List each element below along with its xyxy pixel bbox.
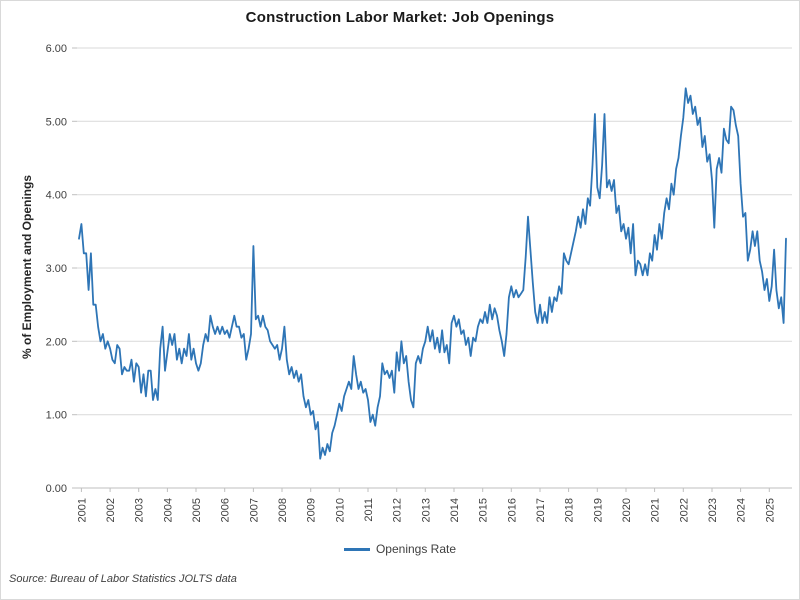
y-tick-label: 4.00	[46, 190, 67, 202]
legend: Openings Rate	[1, 542, 799, 556]
x-tick-label: 2020	[621, 498, 633, 522]
x-tick-label: 2021	[650, 498, 662, 522]
x-tick-label: 2003	[134, 498, 146, 522]
x-tick-label: 2025	[764, 498, 776, 522]
y-tick-label: 0.00	[46, 483, 67, 495]
x-tick-label: 2023	[707, 498, 719, 522]
x-tick-label: 2007	[248, 498, 260, 522]
x-tick-label: 2001	[76, 498, 88, 522]
y-tick-label: 1.00	[46, 410, 67, 422]
x-tick-label: 2014	[449, 498, 461, 522]
x-tick-label: 2008	[277, 498, 289, 522]
y-tick-label: 5.00	[46, 116, 67, 128]
openings-rate-line	[78, 87, 787, 460]
x-tick-label: 2006	[220, 498, 232, 522]
y-tick-label: 3.00	[46, 263, 67, 275]
x-tick-label: 2004	[162, 498, 174, 522]
x-tick-label: 2018	[564, 498, 576, 522]
x-tick-label: 2010	[334, 498, 346, 522]
legend-line-marker	[343, 547, 370, 551]
x-tick-label: 2016	[506, 498, 518, 522]
chart-title: Construction Labor Market: Job Openings	[245, 9, 555, 26]
x-tick-label: 2002	[105, 498, 117, 522]
x-tick-label: 2017	[535, 498, 547, 522]
x-tick-label: 2012	[392, 498, 404, 522]
x-tick-label: 2022	[678, 498, 690, 522]
x-tick-label: 2013	[420, 498, 432, 522]
y-tick-label: 6.00	[46, 43, 67, 55]
x-tick-label: 2024	[736, 498, 748, 522]
source-note: Source: Bureau of Labor Statistics JOLTS…	[9, 573, 237, 585]
y-tick-label: 2.00	[46, 336, 67, 348]
x-tick-label: 2019	[592, 498, 604, 522]
x-tick-label: 2009	[306, 498, 318, 522]
legend-label: Openings Rate	[375, 542, 457, 556]
x-tick-label: 2015	[478, 498, 490, 522]
x-tick-label: 2005	[191, 498, 203, 522]
x-tick-label: 2011	[363, 498, 375, 522]
